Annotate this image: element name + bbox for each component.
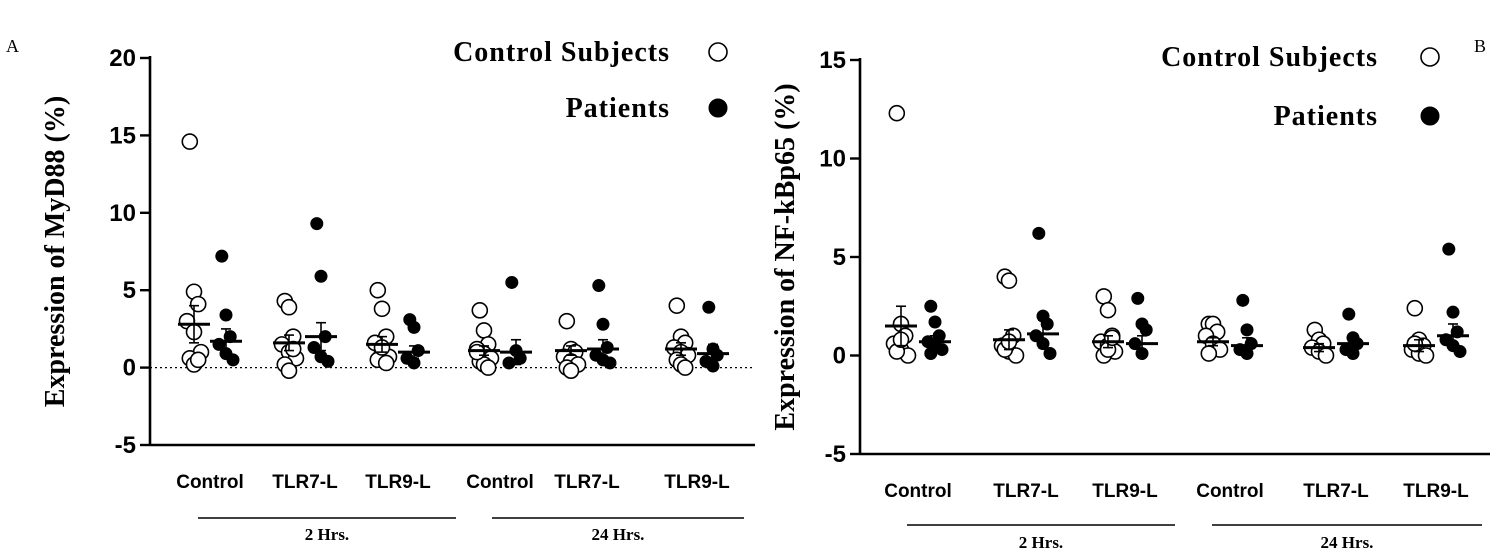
patient-point <box>1131 291 1145 305</box>
y-tick-label: 15 <box>109 122 136 149</box>
control-subject-point <box>676 359 694 376</box>
patient-point <box>314 269 328 283</box>
patient-point <box>935 343 949 357</box>
y-tick-label: 0 <box>833 343 846 370</box>
control-subject-point <box>1417 347 1435 364</box>
patient-point <box>219 308 233 322</box>
patient-point <box>226 353 240 367</box>
control-subject-point <box>1095 288 1113 305</box>
group-label: 24 Hrs. <box>1321 533 1374 552</box>
patient-point <box>321 354 335 368</box>
control-subject-point <box>369 281 387 299</box>
x-tick-label: TLR7-L <box>554 472 620 493</box>
patient-point <box>407 320 421 334</box>
legend-open-circle-marker <box>708 42 728 62</box>
control-subject-point <box>468 343 486 361</box>
control-subject-point <box>1317 347 1335 364</box>
group-label: 2 Hrs. <box>1019 533 1063 552</box>
control-subject-point <box>1200 345 1218 362</box>
y-axis-title: Expression of MyD88 (%) <box>40 96 71 407</box>
x-tick-label: Control <box>176 472 244 493</box>
x-tick-label: TLR7-L <box>1303 481 1369 502</box>
patient-point <box>1442 242 1456 256</box>
control-subject-point <box>189 351 207 369</box>
patient-point <box>1040 317 1054 331</box>
control-subject-point <box>558 312 576 330</box>
legend-label: Control Subjects <box>453 37 670 68</box>
patient-point <box>505 275 519 289</box>
control-subject-point <box>189 295 207 313</box>
chart-panel-b: B -5 0 5 10 15 Expression of NF-kBp65 (%) Contr… <box>770 36 1490 552</box>
control-subject-point <box>475 322 493 339</box>
y-axis-title: Expression of NF-kBp65 (%) <box>770 83 801 430</box>
control-subject-point <box>668 297 686 314</box>
control-subject-point <box>471 302 489 319</box>
y-tick-label: -5 <box>825 441 846 468</box>
legend-label: Control Subjects <box>1161 42 1378 73</box>
patient-point <box>603 356 617 370</box>
patient-point <box>924 299 938 313</box>
y-tick-label: 5 <box>123 277 136 304</box>
patient-point <box>1043 347 1057 361</box>
y-tick-label: 0 <box>123 355 136 382</box>
patient-point <box>215 249 229 263</box>
x-tick-label: TLR9-L <box>664 472 730 493</box>
panel-label: B <box>1474 36 1486 56</box>
patient-point <box>1342 307 1356 321</box>
x-tick-label: TLR7-L <box>993 481 1059 502</box>
patient-point <box>702 300 716 314</box>
x-tick-label: Control <box>1196 481 1264 502</box>
y-tick-label: 15 <box>819 47 846 74</box>
y-tick-label: 10 <box>819 146 846 173</box>
control-subject-point <box>181 133 199 150</box>
control-subject-point <box>373 300 391 318</box>
control-subject-point <box>280 298 298 316</box>
panel-label: A <box>6 36 19 56</box>
patient-point <box>1453 345 1467 359</box>
group-label: 24 Hrs. <box>592 525 645 544</box>
chart-panel-a: A -5 0 5 10 15 20 Expression of MyD88 (%) Contro… <box>6 36 755 544</box>
patient-point <box>592 279 606 293</box>
y-tick-label: 20 <box>109 45 136 72</box>
legend-label: Patients <box>1274 101 1378 132</box>
y-tick-label: 10 <box>109 200 136 227</box>
legend-filled-circle-marker <box>708 98 728 118</box>
patient-point <box>1236 293 1250 307</box>
patient-point <box>1446 305 1460 319</box>
group-label: 2 Hrs. <box>305 525 349 544</box>
patient-point <box>1240 323 1254 337</box>
patient-point <box>596 317 610 331</box>
control-subject-point <box>280 362 298 379</box>
x-tick-label: TLR9-L <box>1092 481 1158 502</box>
y-tick-label: 5 <box>833 244 846 271</box>
control-subject-point <box>1099 301 1117 319</box>
x-tick-label: TLR9-L <box>365 472 431 493</box>
control-subject-point <box>479 359 497 376</box>
x-tick-label: TLR7-L <box>272 472 338 493</box>
control-subject-point <box>888 104 906 122</box>
patient-point <box>1032 226 1046 240</box>
patient-point <box>924 347 938 361</box>
patient-point <box>928 315 942 329</box>
control-subject-point <box>377 354 395 372</box>
x-tick-label: TLR9-L <box>1403 481 1469 502</box>
patient-point <box>310 217 324 231</box>
control-subject-point <box>562 362 580 379</box>
control-subject-point <box>1406 299 1424 317</box>
legend-label: Patients <box>566 93 670 124</box>
patient-point <box>502 356 516 370</box>
x-tick-label: Control <box>466 472 534 493</box>
control-subject-point <box>1406 335 1424 352</box>
legend-open-circle-marker <box>1420 47 1440 67</box>
x-tick-label: Control <box>884 481 952 502</box>
legend-filled-circle-marker <box>1420 106 1440 126</box>
patient-point <box>1139 323 1153 337</box>
control-subject-point <box>1000 272 1018 289</box>
y-tick-label: -5 <box>115 432 136 459</box>
